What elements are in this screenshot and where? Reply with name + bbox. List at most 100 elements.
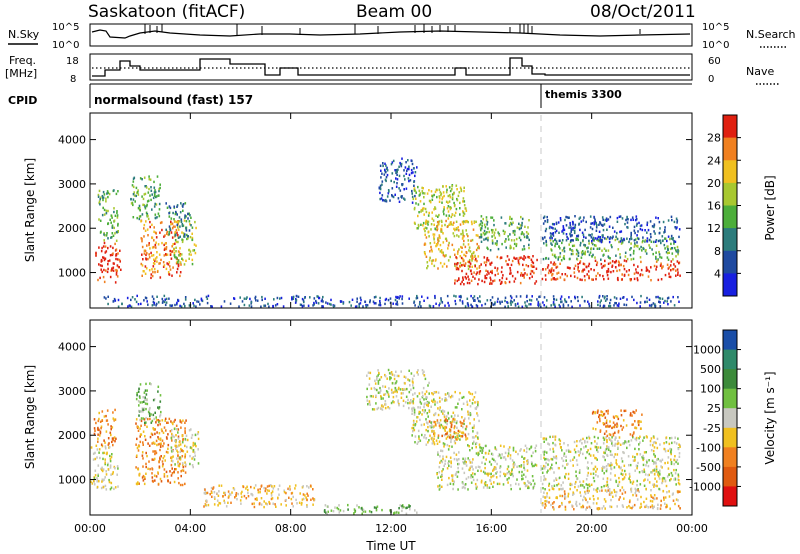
- velocity-cell: [160, 410, 162, 414]
- power-cell: [354, 305, 357, 308]
- velocity-cell: [428, 392, 430, 395]
- power-cell: [633, 263, 635, 267]
- velocity-cell: [518, 465, 521, 468]
- power-cell: [317, 295, 319, 298]
- velocity-cell: [395, 370, 397, 373]
- freq-tick-bottom: 8: [70, 74, 76, 85]
- velocity-cell: [421, 409, 424, 412]
- velocity-cell: [675, 442, 678, 445]
- velocity-cell: [411, 377, 414, 381]
- power-cell: [400, 162, 403, 166]
- power-cell: [491, 269, 493, 273]
- velocity-cell: [447, 411, 449, 415]
- velocity-cell: [164, 417, 167, 420]
- velocity-cell: [426, 401, 428, 405]
- power-cell: [165, 202, 167, 205]
- velocity-cell: [491, 453, 494, 456]
- power-cell: [440, 194, 442, 197]
- velocity-cell: [184, 427, 186, 430]
- velocity-cell: [171, 460, 174, 463]
- velocity-cell: [595, 445, 598, 449]
- power-cell: [517, 259, 520, 262]
- power-cell: [440, 249, 443, 252]
- power-cell: [468, 246, 471, 249]
- velocity-cell: [614, 423, 616, 427]
- velocity-cell: [555, 478, 558, 481]
- velocity-cell: [166, 421, 168, 424]
- power-cell: [604, 264, 606, 267]
- velocity-cell: [277, 496, 279, 499]
- velocity-cell: [594, 465, 597, 468]
- power-cell: [609, 261, 612, 265]
- power-cell: [636, 222, 638, 225]
- power-cell: [650, 240, 653, 243]
- power-cell: [463, 189, 465, 193]
- velocity-cell: [454, 406, 457, 409]
- power-cell: [660, 278, 663, 281]
- power-cell: [626, 237, 628, 240]
- velocity-cell: [450, 438, 452, 441]
- power-cell: [672, 237, 674, 240]
- power-cell: [318, 296, 320, 300]
- velocity-cell: [611, 426, 613, 430]
- velocity-cell: [447, 462, 449, 465]
- velocity-cell: [586, 436, 588, 440]
- velocity-cell: [449, 430, 452, 434]
- power-cell: [623, 267, 626, 271]
- power-cell: [164, 242, 167, 245]
- velocity-cell: [621, 478, 624, 481]
- power-cell: [655, 260, 658, 263]
- velocity-cell: [529, 481, 532, 485]
- velocity-cell: [112, 443, 114, 447]
- power-cell: [639, 227, 642, 231]
- power-cell: [424, 253, 426, 256]
- power-cell: [158, 208, 161, 211]
- power-cell: [179, 274, 181, 278]
- power-cell: [510, 272, 512, 275]
- velocity-cell: [144, 423, 146, 427]
- velocity-cell: [640, 502, 642, 506]
- velocity-cell: [476, 432, 479, 435]
- velocity-cell: [572, 464, 574, 467]
- velocity-cell: [605, 436, 607, 439]
- velocity-cell: [158, 460, 160, 464]
- velocity-scatter-cells: [90, 368, 681, 515]
- velocity-cell: [147, 410, 150, 414]
- power-cell: [385, 200, 388, 203]
- velocity-cell: [109, 464, 112, 467]
- velocity-cell: [604, 449, 607, 452]
- power-cell: [559, 219, 562, 222]
- velocity-cell: [439, 455, 441, 458]
- power-cell: [676, 221, 678, 224]
- power-cell: [491, 216, 494, 219]
- power-cell: [515, 242, 518, 246]
- velocity-cell: [673, 468, 675, 472]
- velocity-cell: [666, 491, 668, 494]
- power-cell: [444, 304, 446, 307]
- power-cell: [479, 236, 481, 239]
- velocity-cell: [417, 369, 419, 372]
- power-cell: [276, 303, 279, 306]
- power-cell: [512, 221, 514, 224]
- velocity-cell: [502, 483, 505, 486]
- beam-title: Beam 00: [356, 2, 432, 22]
- power-cell: [475, 304, 478, 307]
- power-cell: [637, 271, 639, 275]
- velocity-cell: [455, 432, 457, 435]
- velocity-cell: [323, 510, 326, 513]
- velocity-cell: [386, 391, 389, 394]
- power-cell: [147, 217, 150, 221]
- power-cell: [615, 297, 618, 300]
- velocity-cell: [462, 431, 464, 434]
- velocity-cell: [480, 446, 482, 450]
- velocity-cell: [563, 454, 565, 457]
- power-cell: [154, 243, 157, 247]
- power-cell: [108, 259, 111, 262]
- velocity-cell: [231, 491, 233, 494]
- power-cell: [646, 268, 648, 271]
- power-cell: [611, 260, 614, 263]
- velocity-cell: [596, 442, 598, 445]
- power-cell: [103, 241, 106, 245]
- power-cell: [514, 303, 517, 306]
- power-cell: [160, 258, 162, 262]
